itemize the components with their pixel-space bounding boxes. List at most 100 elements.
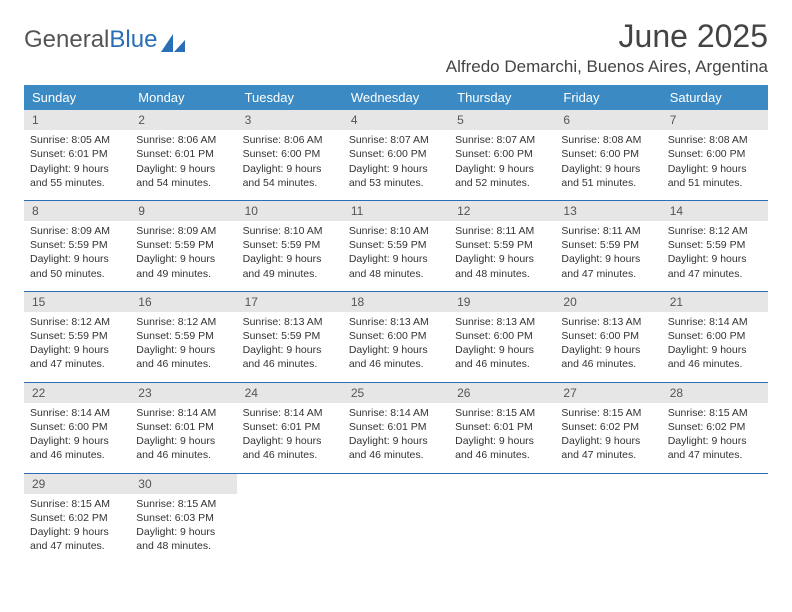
- sunset-line: Sunset: 6:00 PM: [455, 147, 549, 161]
- day-header-row: SundayMondayTuesdayWednesdayThursdayFrid…: [24, 85, 768, 110]
- day-number: 30: [130, 474, 236, 494]
- sunrise-line: Sunrise: 8:12 AM: [136, 315, 230, 329]
- sunset-line: Sunset: 6:03 PM: [136, 511, 230, 525]
- day-number: 20: [555, 292, 661, 312]
- daylight-line: Daylight: 9 hours and 46 minutes.: [455, 343, 549, 371]
- day-cell: 4Sunrise: 8:07 AMSunset: 6:00 PMDaylight…: [343, 110, 449, 200]
- daylight-line: Daylight: 9 hours and 49 minutes.: [136, 252, 230, 280]
- day-number: 24: [237, 383, 343, 403]
- daylight-line: Daylight: 9 hours and 47 minutes.: [561, 434, 655, 462]
- sunset-line: Sunset: 6:01 PM: [30, 147, 124, 161]
- sunrise-line: Sunrise: 8:13 AM: [349, 315, 443, 329]
- day-number: 12: [449, 201, 555, 221]
- sunrise-line: Sunrise: 8:09 AM: [30, 224, 124, 238]
- day-cell: 27Sunrise: 8:15 AMSunset: 6:02 PMDayligh…: [555, 383, 661, 473]
- sunset-line: Sunset: 6:02 PM: [561, 420, 655, 434]
- page-title: June 2025: [446, 18, 768, 55]
- day-number: 15: [24, 292, 130, 312]
- sunrise-line: Sunrise: 8:14 AM: [668, 315, 762, 329]
- day-number: 2: [130, 110, 236, 130]
- sunset-line: Sunset: 6:00 PM: [349, 147, 443, 161]
- sunset-line: Sunset: 6:01 PM: [243, 420, 337, 434]
- brand-logo: GeneralBlue: [24, 18, 185, 54]
- day-number: 1: [24, 110, 130, 130]
- day-cell: 8Sunrise: 8:09 AMSunset: 5:59 PMDaylight…: [24, 201, 130, 291]
- day-number: 26: [449, 383, 555, 403]
- brand-part2: Blue: [109, 26, 157, 54]
- day-cell: 1Sunrise: 8:05 AMSunset: 6:01 PMDaylight…: [24, 110, 130, 200]
- day-cell: 3Sunrise: 8:06 AMSunset: 6:00 PMDaylight…: [237, 110, 343, 200]
- daylight-line: Daylight: 9 hours and 48 minutes.: [349, 252, 443, 280]
- day-header: Sunday: [24, 85, 130, 110]
- daylight-line: Daylight: 9 hours and 46 minutes.: [243, 434, 337, 462]
- day-number: 9: [130, 201, 236, 221]
- sunrise-line: Sunrise: 8:06 AM: [136, 133, 230, 147]
- day-number: 4: [343, 110, 449, 130]
- sunset-line: Sunset: 5:59 PM: [136, 238, 230, 252]
- week-row: 8Sunrise: 8:09 AMSunset: 5:59 PMDaylight…: [24, 200, 768, 291]
- daylight-line: Daylight: 9 hours and 55 minutes.: [30, 162, 124, 190]
- daylight-line: Daylight: 9 hours and 48 minutes.: [136, 525, 230, 553]
- day-number: 21: [662, 292, 768, 312]
- day-cell: 6Sunrise: 8:08 AMSunset: 6:00 PMDaylight…: [555, 110, 661, 200]
- daylight-line: Daylight: 9 hours and 47 minutes.: [668, 252, 762, 280]
- day-number: 19: [449, 292, 555, 312]
- sunrise-line: Sunrise: 8:15 AM: [455, 406, 549, 420]
- sunrise-line: Sunrise: 8:15 AM: [668, 406, 762, 420]
- sunset-line: Sunset: 6:01 PM: [136, 147, 230, 161]
- daylight-line: Daylight: 9 hours and 47 minutes.: [30, 343, 124, 371]
- day-number: 28: [662, 383, 768, 403]
- day-number: 14: [662, 201, 768, 221]
- day-cell: 25Sunrise: 8:14 AMSunset: 6:01 PMDayligh…: [343, 383, 449, 473]
- day-number: 13: [555, 201, 661, 221]
- sunrise-line: Sunrise: 8:12 AM: [30, 315, 124, 329]
- sunset-line: Sunset: 6:00 PM: [455, 329, 549, 343]
- sunset-line: Sunset: 5:59 PM: [455, 238, 549, 252]
- sunset-line: Sunset: 5:59 PM: [136, 329, 230, 343]
- sunrise-line: Sunrise: 8:13 AM: [561, 315, 655, 329]
- day-header: Tuesday: [237, 85, 343, 110]
- sunrise-line: Sunrise: 8:11 AM: [455, 224, 549, 238]
- sunrise-line: Sunrise: 8:08 AM: [668, 133, 762, 147]
- day-cell: 21Sunrise: 8:14 AMSunset: 6:00 PMDayligh…: [662, 292, 768, 382]
- day-cell: 13Sunrise: 8:11 AMSunset: 5:59 PMDayligh…: [555, 201, 661, 291]
- day-cell: 7Sunrise: 8:08 AMSunset: 6:00 PMDaylight…: [662, 110, 768, 200]
- sunrise-line: Sunrise: 8:10 AM: [243, 224, 337, 238]
- sunset-line: Sunset: 5:59 PM: [561, 238, 655, 252]
- sunrise-line: Sunrise: 8:14 AM: [349, 406, 443, 420]
- day-cell: 28Sunrise: 8:15 AMSunset: 6:02 PMDayligh…: [662, 383, 768, 473]
- sunset-line: Sunset: 6:00 PM: [349, 329, 443, 343]
- daylight-line: Daylight: 9 hours and 47 minutes.: [668, 434, 762, 462]
- sunset-line: Sunset: 6:02 PM: [30, 511, 124, 525]
- daylight-line: Daylight: 9 hours and 46 minutes.: [30, 434, 124, 462]
- day-header: Wednesday: [343, 85, 449, 110]
- daylight-line: Daylight: 9 hours and 46 minutes.: [349, 343, 443, 371]
- calendar-grid: SundayMondayTuesdayWednesdayThursdayFrid…: [24, 85, 768, 563]
- day-number: 25: [343, 383, 449, 403]
- day-cell: 2 Sunrise: 8:06 AMSunset: 6:01 PMDaylight…: [130, 110, 236, 200]
- day-header: Monday: [130, 85, 236, 110]
- sunset-line: Sunset: 5:59 PM: [349, 238, 443, 252]
- sunrise-line: Sunrise: 8:07 AM: [349, 133, 443, 147]
- day-cell: 11Sunrise: 8:10 AMSunset: 5:59 PMDayligh…: [343, 201, 449, 291]
- day-cell: 23Sunrise: 8:14 AMSunset: 6:01 PMDayligh…: [130, 383, 236, 473]
- sunset-line: Sunset: 6:01 PM: [455, 420, 549, 434]
- sunset-line: Sunset: 6:00 PM: [561, 147, 655, 161]
- day-number: 22: [24, 383, 130, 403]
- day-cell: 12Sunrise: 8:11 AMSunset: 5:59 PMDayligh…: [449, 201, 555, 291]
- daylight-line: Daylight: 9 hours and 54 minutes.: [136, 162, 230, 190]
- week-row: 29Sunrise: 8:15 AMSunset: 6:02 PMDayligh…: [24, 473, 768, 564]
- sunrise-line: Sunrise: 8:13 AM: [455, 315, 549, 329]
- sunset-line: Sunset: 6:00 PM: [668, 147, 762, 161]
- daylight-line: Daylight: 9 hours and 46 minutes.: [561, 343, 655, 371]
- daylight-line: Daylight: 9 hours and 51 minutes.: [668, 162, 762, 190]
- daylight-line: Daylight: 9 hours and 54 minutes.: [243, 162, 337, 190]
- header: GeneralBlue June 2025 Alfredo Demarchi, …: [24, 18, 768, 77]
- daylight-line: Daylight: 9 hours and 46 minutes.: [668, 343, 762, 371]
- day-cell: 30Sunrise: 8:15 AMSunset: 6:03 PMDayligh…: [130, 474, 236, 564]
- day-cell: 18Sunrise: 8:13 AMSunset: 6:00 PMDayligh…: [343, 292, 449, 382]
- sunset-line: Sunset: 5:59 PM: [30, 238, 124, 252]
- weeks-container: 1Sunrise: 8:05 AMSunset: 6:01 PMDaylight…: [24, 110, 768, 563]
- day-number: 29: [24, 474, 130, 494]
- sunrise-line: Sunrise: 8:14 AM: [30, 406, 124, 420]
